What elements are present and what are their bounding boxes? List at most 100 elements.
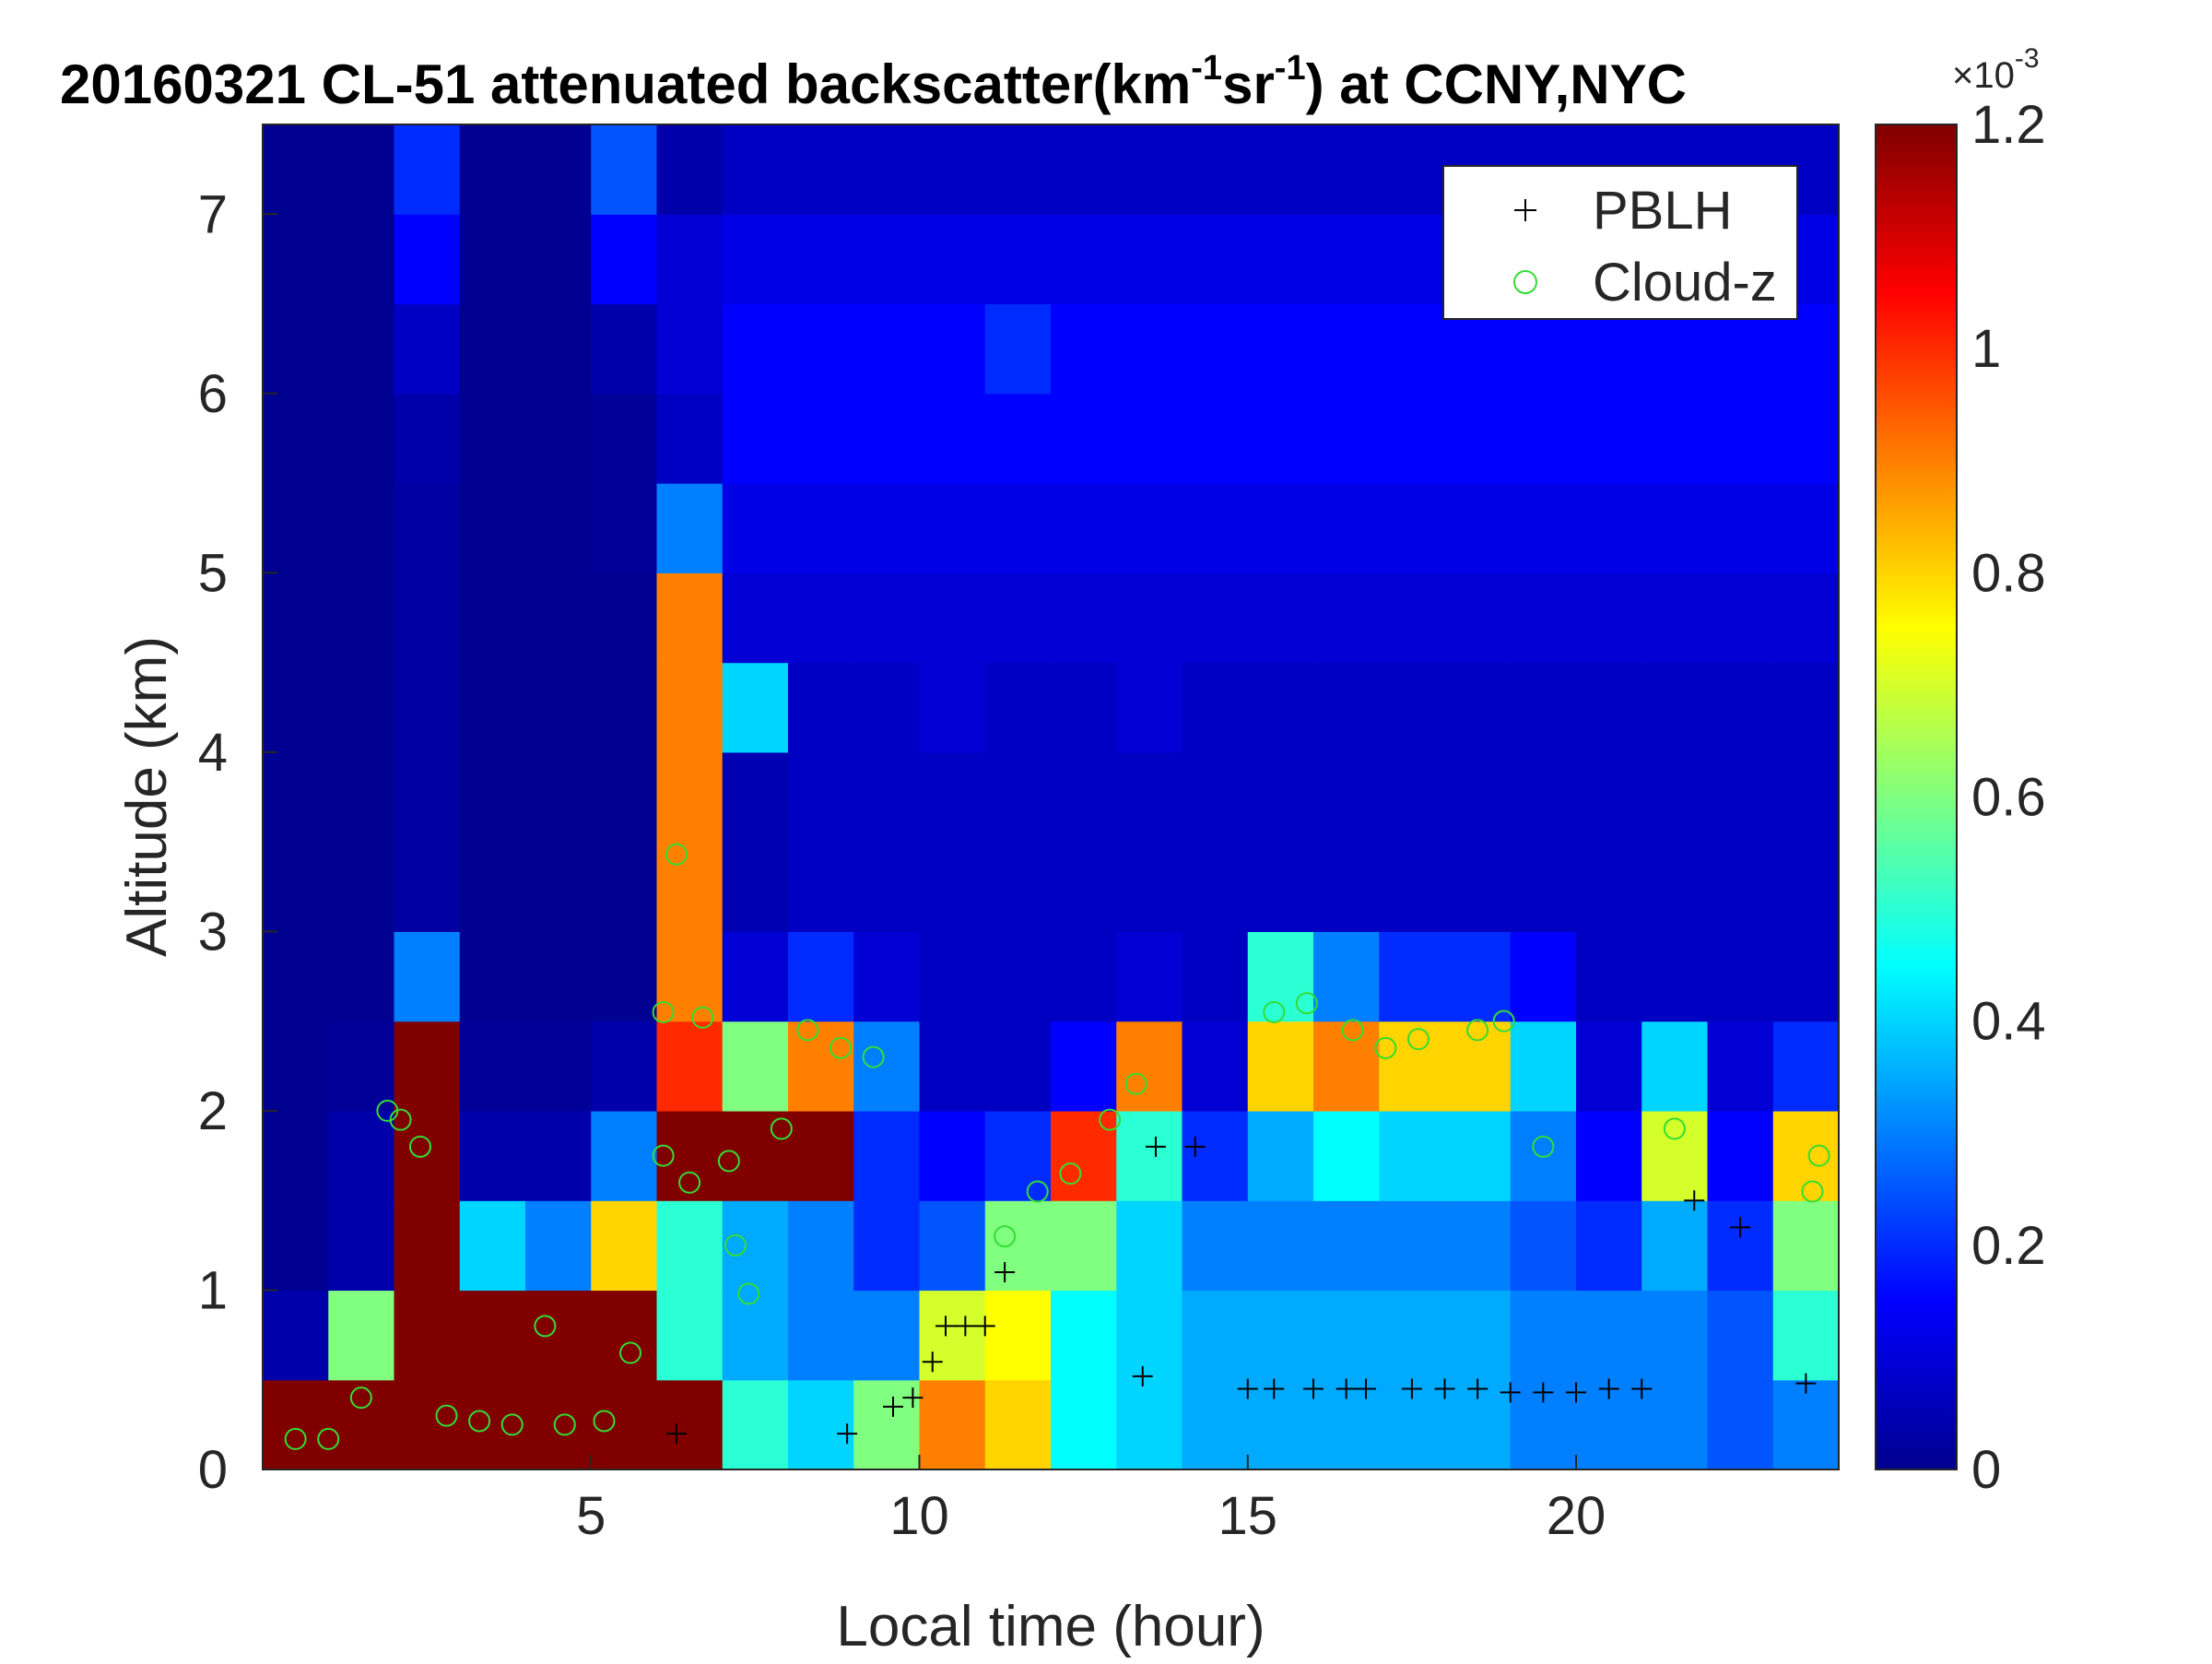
- heat-cell: [1116, 483, 1183, 573]
- heat-cell: [1247, 931, 1314, 1022]
- colorbar-tick-label: 0.6: [1971, 768, 2046, 828]
- colorbar-tick-label: 0.2: [1971, 1216, 2046, 1276]
- heat-cell: [1576, 1200, 1642, 1292]
- heat-cell: [1116, 751, 1183, 843]
- heat-cell: [853, 662, 921, 753]
- heat-cell: [722, 1110, 789, 1201]
- heat-cell: [1772, 751, 1839, 843]
- heat-cell: [984, 1379, 1052, 1469]
- pblh-marker: [1434, 1378, 1455, 1399]
- cloud-marker: [1663, 1117, 1686, 1140]
- heat-cell: [1510, 1290, 1577, 1381]
- heat-cell: [656, 1021, 724, 1112]
- cloud-marker: [1807, 1144, 1830, 1167]
- heat-cell: [1641, 1379, 1709, 1469]
- heat-cell: [1051, 842, 1117, 932]
- heat-cell: [1247, 393, 1314, 484]
- heat-cell: [853, 483, 921, 573]
- heat-cell: [722, 1200, 789, 1292]
- heat-cell: [722, 662, 789, 753]
- heat-cell: [459, 1021, 526, 1112]
- heat-cell: [1444, 483, 1512, 573]
- legend-label: PBLH: [1593, 181, 1733, 241]
- heat-cell: [525, 572, 592, 664]
- heat-cell: [1116, 124, 1183, 215]
- pblh-marker: [922, 1351, 943, 1373]
- heat-cell: [263, 1379, 329, 1469]
- title-part: ) at CCNY,NYC: [1306, 53, 1687, 115]
- legend-label: Cloud-z: [1593, 253, 1777, 313]
- heat-cell: [394, 1200, 461, 1292]
- heat-cell: [853, 1110, 921, 1201]
- cloud-marker: [317, 1427, 340, 1450]
- heat-cell: [1707, 1290, 1774, 1381]
- heat-cell: [1051, 662, 1117, 753]
- heat-cell: [1510, 931, 1577, 1022]
- heat-cell: [525, 842, 592, 932]
- heat-cell: [984, 662, 1052, 753]
- heat-cell: [263, 662, 329, 753]
- heat-cell: [853, 393, 921, 484]
- heat-cell: [1313, 1021, 1380, 1112]
- heat-cell: [525, 1290, 592, 1381]
- pblh-marker: [902, 1387, 924, 1409]
- heat-cell: [1182, 931, 1249, 1022]
- heat-cell: [984, 751, 1052, 843]
- heat-cell: [525, 662, 592, 753]
- heat-cell: [1182, 214, 1249, 305]
- heat-cell: [656, 393, 724, 484]
- legend-marker: [1514, 199, 1536, 221]
- heat-cell: [984, 842, 1052, 932]
- heat-cell: [525, 931, 592, 1022]
- heat-cell: [591, 1290, 658, 1381]
- heat-cell: [722, 1290, 789, 1381]
- heat-cell: [656, 1290, 724, 1381]
- points: [284, 843, 1830, 1450]
- cloud-marker: [724, 1233, 747, 1257]
- x-tick-label: 20: [1547, 1486, 1606, 1546]
- heat-cell: [722, 931, 789, 1022]
- heat-cell: [394, 214, 461, 305]
- cloud-marker: [665, 843, 688, 866]
- cloud-marker: [994, 1225, 1017, 1248]
- heat-cell: [919, 483, 986, 573]
- heat-cell: [1051, 124, 1117, 215]
- heat-cell: [1051, 931, 1117, 1022]
- x-axis-label: Local time (hour): [836, 1595, 1265, 1658]
- heat-cell: [656, 303, 724, 395]
- heat-cell: [1379, 662, 1446, 753]
- cloud-marker: [737, 1282, 760, 1305]
- heat-cell: [1247, 303, 1314, 395]
- cloud-marker: [691, 1006, 714, 1029]
- heat-cell: [263, 1290, 329, 1381]
- heat-cell: [459, 931, 526, 1022]
- heat-cell: [1444, 393, 1512, 484]
- heat-cell: [525, 393, 592, 484]
- y-axis-label: Altitude (km): [115, 636, 179, 957]
- heat-cell: [788, 842, 854, 932]
- heat-cell: [328, 1110, 395, 1201]
- x-tick-label: 5: [576, 1486, 606, 1546]
- heat-cell: [788, 214, 854, 305]
- heat-cell: [1510, 483, 1577, 573]
- heat-cell: [1641, 1200, 1709, 1292]
- heat-cell: [1247, 1110, 1314, 1201]
- heat-cell: [1051, 214, 1117, 305]
- heat-cell: [1510, 572, 1577, 664]
- heat-cell: [263, 124, 329, 215]
- heat-cell: [1707, 393, 1774, 484]
- heat-cell: [853, 124, 921, 215]
- heat-cell: [1313, 393, 1380, 484]
- heat-cell: [1051, 751, 1117, 843]
- heat-cell: [1379, 483, 1446, 573]
- heat-cell: [656, 1110, 724, 1201]
- legend-box: [1442, 165, 1798, 320]
- heat-cell: [1444, 1200, 1512, 1292]
- title-part: 20160321 CL-51 attenuated backscatter(km: [60, 53, 1191, 115]
- heat-cell: [1707, 572, 1774, 664]
- pblh-marker: [974, 1316, 995, 1337]
- heat-cell: [591, 572, 658, 664]
- heat-cell: [1182, 1379, 1249, 1469]
- heat-cell: [1182, 572, 1249, 664]
- heat-cell: [656, 1200, 724, 1292]
